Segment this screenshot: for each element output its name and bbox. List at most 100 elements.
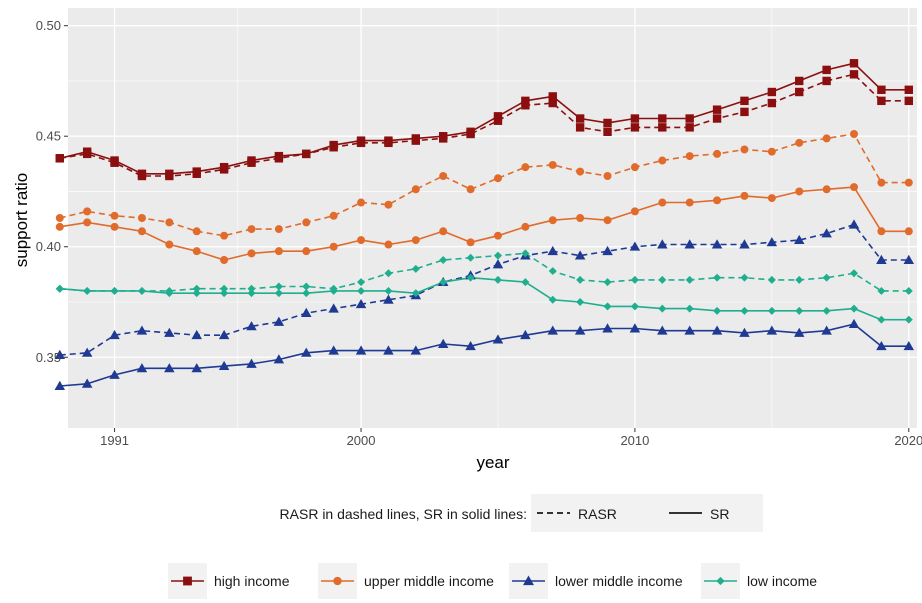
legend-label-lower-middle-income: lower middle income — [555, 573, 683, 589]
data-point-low-income-rasr — [274, 282, 283, 291]
data-point-high-income-rasr — [822, 76, 831, 86]
data-point-low-income-sr — [822, 306, 831, 315]
series-lines — [59, 62, 909, 387]
data-point-high-income-rasr — [55, 154, 64, 163]
data-point-high-income-sr — [740, 96, 749, 106]
data-point-lower-middle-income-rasr — [355, 298, 367, 309]
x-axis-ticks: 1991 2000 2010 2020 — [100, 428, 922, 448]
data-point-lower-middle-income-rasr — [684, 239, 695, 249]
data-point-low-income-rasr — [822, 273, 831, 282]
data-point-lower-middle-income-sr — [273, 354, 285, 364]
data-point-high-income-rasr — [767, 98, 777, 108]
data-point-upper-middle-income-rasr — [192, 227, 201, 236]
data-point-upper-middle-income-rasr — [439, 172, 448, 180]
data-point-lower-middle-income-rasr — [793, 234, 805, 245]
data-point-high-income-sr — [548, 92, 557, 101]
data-point-high-income-rasr — [110, 158, 119, 167]
data-point-lower-middle-income-sr — [574, 325, 586, 335]
data-point-upper-middle-income-sr — [713, 196, 722, 205]
data-point-lower-middle-income-sr — [520, 329, 531, 340]
data-point-lower-middle-income-sr — [191, 363, 202, 373]
data-point-lower-middle-income-rasr — [246, 321, 257, 331]
data-point-low-income-rasr — [247, 284, 256, 293]
legend-label-upper-middle-income: upper middle income — [364, 573, 494, 589]
data-point-upper-middle-income-rasr — [877, 178, 886, 187]
data-point-high-income-rasr — [356, 138, 366, 148]
data-point-lower-middle-income-rasr — [574, 250, 586, 260]
data-point-high-income-rasr — [904, 96, 913, 106]
data-point-high-income-rasr — [384, 138, 393, 148]
legend-key-marker-high-income — [183, 576, 192, 586]
data-point-lower-middle-income-sr — [547, 325, 559, 335]
legend-linetype-title: RASR in dashed lines, SR in solid lines: — [280, 506, 527, 522]
data-point-low-income-rasr — [740, 273, 749, 282]
data-point-high-income-rasr — [877, 96, 886, 106]
data-point-high-income-rasr — [137, 171, 147, 181]
data-point-lower-middle-income-sr — [218, 360, 230, 371]
data-point-low-income-sr — [247, 289, 256, 298]
data-point-low-income-rasr — [302, 282, 311, 291]
data-point-low-income-rasr — [83, 286, 92, 295]
data-point-high-income-rasr — [849, 70, 859, 79]
data-point-low-income-sr — [439, 278, 448, 287]
data-point-high-income-sr — [493, 112, 503, 121]
legend-key-marker-low-income — [716, 576, 725, 586]
data-point-lower-middle-income-sr — [246, 358, 257, 368]
data-point-lower-middle-income-sr — [602, 323, 613, 333]
data-point-upper-middle-income-sr — [274, 247, 283, 256]
data-point-low-income-sr — [521, 278, 530, 287]
legend-label-high-income: high income — [214, 573, 290, 589]
data-point-upper-middle-income-sr — [767, 194, 776, 203]
data-point-high-income-rasr — [302, 149, 311, 159]
data-point-high-income-rasr — [740, 107, 749, 117]
data-point-high-income-rasr — [274, 154, 284, 163]
data-point-high-income-rasr — [603, 127, 612, 136]
y-tick-label: 0.50 — [36, 18, 61, 33]
data-point-low-income-sr — [685, 304, 694, 313]
data-point-high-income-sr — [658, 114, 667, 123]
data-point-upper-middle-income-rasr — [329, 211, 338, 220]
data-point-low-income-sr — [877, 315, 886, 324]
legend-linetype-label-rasr: RASR — [578, 506, 617, 522]
data-point-lower-middle-income-rasr — [903, 254, 915, 264]
data-point-low-income-sr — [603, 302, 612, 311]
data-point-upper-middle-income-sr — [192, 247, 201, 256]
data-point-lower-middle-income-sr — [109, 369, 120, 379]
data-point-upper-middle-income-sr — [110, 222, 119, 231]
data-point-low-income-rasr — [411, 264, 420, 273]
data-point-high-income-sr — [904, 85, 913, 94]
series-line-upper-middle-income-rasr — [59, 133, 909, 237]
series-line-lower-middle-income-sr — [59, 323, 909, 387]
data-point-upper-middle-income-sr — [904, 227, 913, 236]
data-point-high-income-rasr — [329, 143, 338, 152]
data-point-upper-middle-income-rasr — [904, 178, 913, 187]
data-point-upper-middle-income-rasr — [411, 185, 420, 194]
data-point-lower-middle-income-rasr — [492, 259, 504, 269]
series-line-low-income-sr — [59, 276, 909, 321]
data-point-lower-middle-income-sr — [301, 347, 312, 357]
data-point-low-income-sr — [576, 298, 585, 306]
data-point-upper-middle-income-rasr — [740, 145, 749, 154]
data-point-upper-middle-income-rasr — [55, 214, 64, 222]
data-point-low-income-sr — [274, 289, 283, 298]
panel-background — [68, 8, 917, 428]
data-point-lower-middle-income-sr — [711, 325, 723, 335]
data-point-upper-middle-income-rasr — [658, 156, 667, 165]
data-point-lower-middle-income-sr — [903, 340, 915, 351]
data-point-low-income-sr — [466, 273, 475, 282]
data-point-lower-middle-income-rasr — [876, 254, 887, 264]
data-point-lower-middle-income-rasr — [711, 239, 723, 249]
data-point-lower-middle-income-sr — [383, 345, 394, 355]
data-point-low-income-sr — [192, 289, 201, 298]
data-point-upper-middle-income-sr — [740, 191, 749, 200]
data-point-low-income-rasr — [795, 275, 804, 284]
data-point-high-income-rasr — [411, 136, 421, 145]
data-point-lower-middle-income-sr — [328, 345, 339, 355]
data-point-lower-middle-income-rasr — [383, 294, 394, 304]
data-point-high-income-sr — [521, 96, 530, 106]
data-point-upper-middle-income-sr — [795, 187, 804, 196]
data-point-low-income-rasr — [329, 284, 338, 293]
data-point-upper-middle-income-rasr — [384, 200, 393, 209]
data-point-upper-middle-income-rasr — [521, 163, 530, 172]
data-point-upper-middle-income-rasr — [767, 147, 776, 156]
